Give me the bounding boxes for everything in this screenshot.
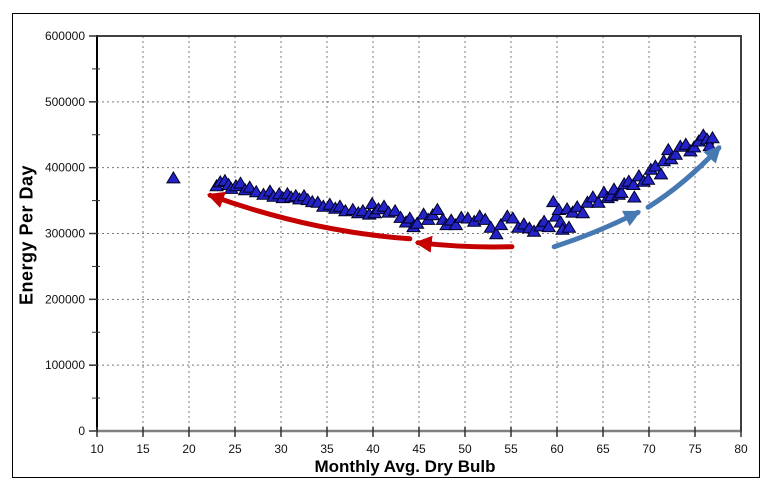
y-tick-label: 300000	[45, 227, 85, 241]
heating-trend-arrow	[207, 191, 515, 253]
heating-trend-arrow-segment	[207, 191, 413, 242]
chart-frame	[12, 13, 760, 478]
data-point-triangle	[448, 217, 464, 231]
x-tick-label: 70	[642, 442, 656, 456]
data-point-triangle	[668, 147, 684, 160]
heating-trend-arrow-segment	[414, 235, 515, 253]
data-point-triangle	[545, 194, 561, 208]
gridlines	[97, 36, 741, 431]
tick-marks	[89, 35, 742, 437]
x-axis-title: Monthly Avg. Dry Bulb	[314, 457, 496, 476]
data-point-triangle	[626, 190, 642, 203]
data-point-triangle	[409, 216, 425, 229]
x-tick-label: 10	[90, 442, 104, 456]
data-point-triangle	[430, 202, 445, 215]
x-tick-label: 30	[274, 442, 288, 456]
data-point-triangle	[493, 217, 509, 231]
data-point-triangle	[505, 211, 521, 224]
data-point-triangle	[705, 130, 720, 144]
data-point-triangle	[561, 220, 577, 233]
cooling-trend-arrow-segment	[551, 209, 642, 250]
x-tick-label: 20	[182, 442, 196, 456]
data-point-triangle	[402, 211, 418, 224]
data-point-triangle	[541, 219, 557, 233]
data-point-triangle	[248, 184, 264, 198]
y-tick-labels: 0 100000 200000 300000 400000 500000 600000	[45, 29, 85, 438]
y-tick-label: 400000	[45, 161, 85, 175]
data-point-triangle	[364, 196, 380, 210]
x-tick-label: 40	[366, 442, 380, 456]
x-tick-label: 35	[320, 442, 334, 456]
y-tick-label: 600000	[45, 29, 85, 43]
x-tick-label: 25	[228, 442, 242, 456]
x-tick-label: 60	[550, 442, 564, 456]
y-tick-label: 0	[78, 424, 85, 438]
data-points	[166, 128, 720, 240]
data-point-triangle	[575, 205, 591, 219]
x-tick-label: 50	[458, 442, 472, 456]
data-point-triangle	[569, 200, 585, 213]
y-tick-label: 100000	[45, 358, 85, 372]
y-axis-title: Energy Per Day	[16, 164, 37, 306]
data-point-triangle	[640, 172, 656, 185]
x-tick-label: 45	[412, 442, 426, 456]
x-tick-label: 55	[504, 442, 518, 456]
data-point-triangle	[660, 142, 676, 156]
data-point-triangle	[242, 180, 258, 193]
data-point-triangle	[653, 167, 669, 180]
y-tick-label: 200000	[45, 292, 85, 306]
x-tick-labels: 10 15 20 25 30 35 40 45 50 55 60 65 70 75 80	[90, 442, 748, 456]
x-tick-label: 75	[688, 442, 702, 456]
cooling-trend-arrow-segment	[645, 145, 722, 210]
data-point-triangle	[488, 227, 504, 240]
x-tick-label: 80	[734, 442, 748, 456]
x-tick-label: 15	[136, 442, 150, 456]
y-tick-label: 500000	[45, 95, 85, 109]
data-point-triangle	[614, 185, 629, 198]
data-point-triangle	[477, 212, 493, 225]
x-tick-label: 65	[596, 442, 610, 456]
data-point-triangle	[626, 177, 641, 190]
data-point-triangle	[166, 171, 181, 184]
data-point-triangle	[387, 203, 403, 217]
cooling-trend-arrow	[551, 145, 722, 250]
